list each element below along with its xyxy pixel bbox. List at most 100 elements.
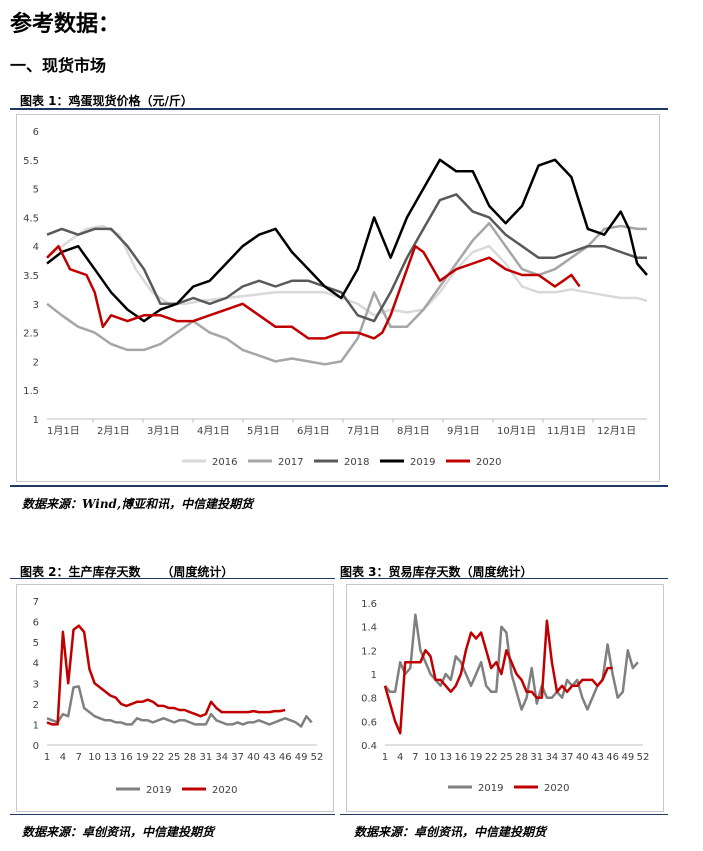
chart-2-y-tick-label: 7: [33, 597, 39, 608]
chart-3-y-tick-label: 1.2: [361, 646, 377, 657]
chart-2-x-tick-label: 25: [168, 752, 181, 763]
figure-1-top-rule: [10, 108, 668, 110]
chart-1-x-tick-label: 1月1日: [47, 425, 80, 437]
chart-3-x-tick-label: 16: [455, 752, 468, 763]
chart-1-legend-label-2018: 2018: [344, 457, 369, 468]
chart-3-x-tick-label: 28: [515, 752, 528, 763]
chart-3-x-tick-label: 4: [397, 752, 403, 763]
chart-1-x-tick-label: 12月1日: [597, 425, 636, 437]
chart-1-x-tick-label: 4月1日: [197, 425, 230, 437]
figure-2-top-rule: [10, 578, 335, 579]
figure-3-frame: 0.4 0.6 0.8 1 1.2 1.4 1.6 1 4 7 10 13 16 19 22 25 28 31 34…: [346, 584, 664, 812]
chart-2-x-tick-label: 49: [295, 752, 308, 763]
chart-1-legend-label-2019: 2019: [410, 457, 435, 468]
chart-1-y-tick-label: 4: [33, 242, 39, 253]
chart-1-series-2020-line: [46, 244, 581, 340]
chart-3-y-tick-label: 0.4: [361, 741, 377, 752]
chart-1-series-2017-line: [46, 221, 647, 366]
chart-2-x-tick-label: 37: [231, 752, 244, 763]
chart-1-y-tick-label: 2.5: [23, 329, 39, 340]
figure-2-title: 图表 2：生产库存天数 （周度统计）: [20, 565, 234, 579]
chart-1-x-tick-label: 6月1日: [297, 425, 330, 437]
chart-1-y-tick-label: 5: [33, 185, 39, 196]
chart-1-y-tick-label: 3.5: [23, 271, 39, 282]
chart-2-x-tick-label: 46: [279, 752, 292, 763]
chart-3-y-tick-label: 0.8: [361, 694, 377, 705]
chart-1-legend-label-2017: 2017: [278, 457, 303, 468]
chart-1-x-tick-label: 10月1日: [497, 425, 536, 437]
chart-3-x-tick-label: 7: [412, 752, 418, 763]
figure-3-title: 图表 3：贸易库存天数（周度统计）: [340, 565, 533, 579]
chart-2-y-tick-label: 4: [33, 659, 39, 670]
chart-1-series-2019-line: [46, 158, 648, 323]
figure-1-source: 数据来源：Wind,博亚和讯，中信建投期货: [22, 497, 254, 511]
chart-2-legend-label-2020: 2020: [212, 785, 237, 796]
chart-2-y-tick-label: 1: [33, 720, 39, 731]
chart-1-x-tick-label: 11月1日: [547, 425, 586, 437]
chart-3-x-tick-label: 40: [576, 752, 589, 763]
chart-3-x-tick-label: 10: [424, 752, 437, 763]
section-heading: 一、现货市场: [10, 56, 107, 75]
figure-3-top-rule: [340, 578, 668, 579]
chart-3-x-tick-label: 34: [546, 752, 559, 763]
chart-2-x-tick-label: 22: [152, 752, 165, 763]
chart-1-x-tick-label: 5月1日: [247, 425, 280, 437]
chart-3-legend-label-2019: 2019: [478, 783, 503, 794]
chart-1-y-tick-label: 6: [33, 127, 39, 138]
chart-3-x-tick-label: 31: [530, 752, 543, 763]
chart-3-x-tick-label: 52: [637, 752, 650, 763]
chart-1-y-tick-label: 1: [33, 415, 39, 426]
chart-3-series-2019-line: [384, 613, 639, 711]
chart-2-legend-label-2019: 2019: [146, 785, 171, 796]
chart-2-y-tick-label: 6: [33, 618, 39, 629]
chart-3-y-tick-label: 0.6: [361, 717, 377, 728]
figure-3-source: 数据来源：卓创资讯，中信建投期货: [354, 825, 547, 839]
chart-2-x-tick-label: 40: [247, 752, 260, 763]
chart-1-y-tick-label: 4.5: [23, 213, 39, 224]
chart-3-y-tick-label: 1.4: [361, 623, 377, 634]
figure-1-bottom-rule: [10, 485, 668, 487]
chart-2-x-tick-label: 19: [136, 752, 149, 763]
chart-2-series-2020-line: [46, 624, 286, 726]
chart-2-x-tick-label: 31: [199, 752, 212, 763]
chart-2-x-tick-label: 1: [44, 752, 50, 763]
chart-2-x-tick-label: 34: [215, 752, 228, 763]
chart-1-series-2018-line: [46, 193, 647, 323]
page-heading: 参考数据：: [10, 12, 121, 37]
chart-3-x-tick-label: 1: [382, 752, 388, 763]
chart-3-y-tick-label: 1: [371, 670, 377, 681]
chart-2-x-tick-label: 16: [120, 752, 133, 763]
chart-1-x-tick-label: 9月1日: [447, 425, 480, 437]
figure-3-bottom-rule: [340, 814, 668, 815]
chart-3-legend-label-2020: 2020: [544, 783, 569, 794]
chart-3-x-tick-label: 25: [500, 752, 513, 763]
chart-2-x-tick-label: 7: [76, 752, 82, 763]
chart-2-series-2019-line: [46, 685, 313, 728]
chart-1-x-tick-label: 2月1日: [97, 425, 130, 437]
chart-1-legend-label-2016: 2016: [212, 457, 237, 468]
chart-2-x-tick-label: 13: [104, 752, 117, 763]
chart-3-x-tick-label: 13: [439, 752, 452, 763]
chart-1-x-tick-label: 7月1日: [347, 425, 380, 437]
chart-2-x-tick-label: 4: [60, 752, 66, 763]
chart-3-x-tick-label: 19: [470, 752, 483, 763]
figure-1-title: 图表 1：鸡蛋现货价格（元/斤）: [20, 94, 193, 108]
chart-1-series-2016-line: [46, 224, 648, 317]
chart-1-y-tick-label: 1.5: [23, 386, 39, 397]
chart-2-x-tick-label: 52: [311, 752, 324, 763]
chart-2-y-tick-label: 2: [33, 700, 39, 711]
chart-3-x-tick-label: 43: [591, 752, 604, 763]
chart-1-y-tick-label: 3: [33, 300, 39, 311]
chart-2-y-tick-label: 0: [33, 741, 39, 752]
chart-3-x-tick-label: 46: [606, 752, 619, 763]
chart-1-y-tick-label: 5.5: [23, 156, 39, 167]
chart-3-svg: 0.40.60.811.21.41.61 4 7 10 13 16 19 22 25 28 31 34…: [361, 599, 650, 794]
figure-2-bottom-rule: [10, 814, 335, 815]
chart-1-x-tick-label: 8月1日: [397, 425, 430, 437]
figure-1-frame: 1 1.5 2 2.5 3 3.5 4 4.5 5 5.5 6 1月1日 2月1日 3月1日 4月1日 5月1…: [16, 114, 660, 482]
chart-3-x-tick-label: 49: [621, 752, 634, 763]
figure-2-source: 数据来源：卓创资讯，中信建投期货: [22, 825, 215, 839]
chart-1-legend-label-2020: 2020: [476, 457, 501, 468]
chart-1-svg: 1 1.5 2 2.5 3 3.5 4 4.5 5 5.5 6 1月1日 2月1日 3月1日 4月1日 5月1…: [23, 127, 648, 468]
chart-3-x-tick-label: 37: [561, 752, 574, 763]
